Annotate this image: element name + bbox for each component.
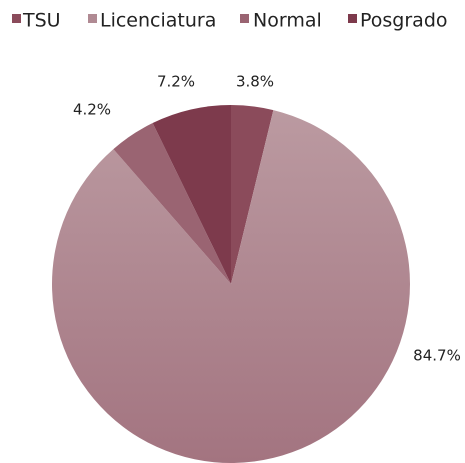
- legend: TSU Licenciatura Normal Posgrado: [12, 10, 448, 32]
- legend-swatch: [348, 14, 357, 23]
- legend-label: TSU: [22, 10, 61, 32]
- legend-swatch: [240, 14, 249, 23]
- legend-label: Posgrado: [360, 10, 448, 32]
- pie-slice: [113, 123, 231, 285]
- data-label: 4.2%: [73, 101, 111, 119]
- pie-slice: [51, 110, 411, 463]
- legend-swatch: [88, 14, 97, 23]
- data-label: 84.7%: [413, 347, 461, 365]
- pie-slice: [152, 105, 231, 284]
- data-label: 7.2%: [157, 73, 195, 91]
- pie: 3.8% 84.7% 4.2% 7.2%: [51, 73, 461, 463]
- data-label: 3.8%: [236, 73, 274, 91]
- legend-swatch: [12, 14, 21, 23]
- pie-slice: [231, 105, 274, 284]
- legend-label: Licenciatura: [100, 10, 216, 32]
- legend-label: Normal: [253, 10, 322, 32]
